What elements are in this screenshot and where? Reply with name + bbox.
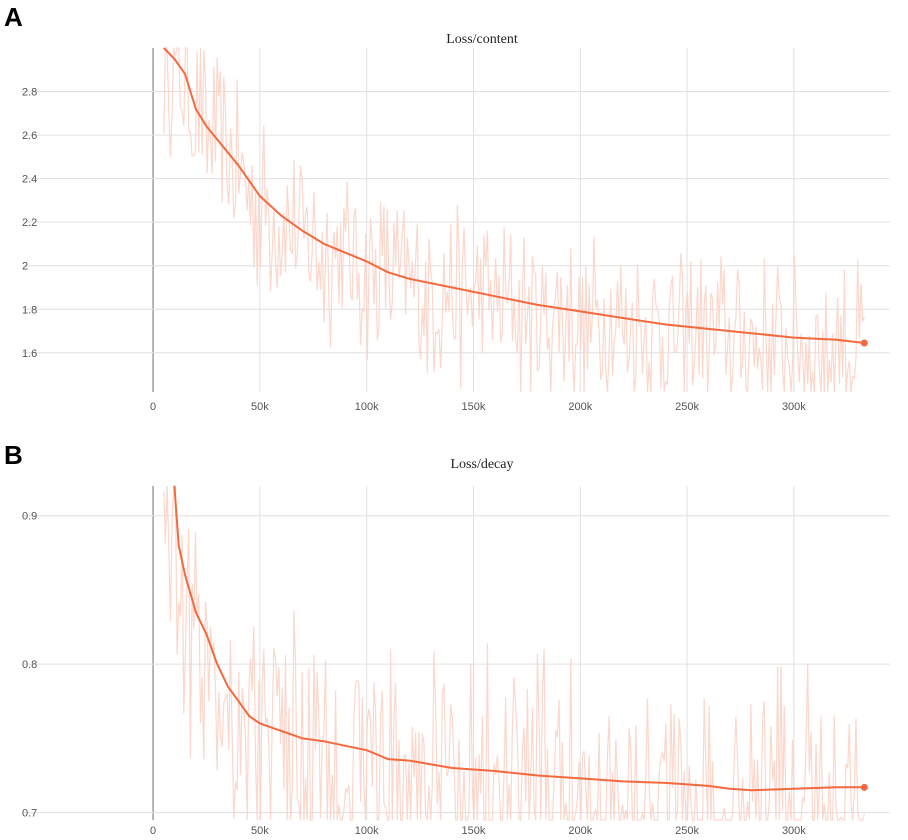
x-tick-label: 0: [150, 401, 156, 413]
y-tick-label: 1.6: [22, 348, 37, 360]
x-tick-label: 250k: [675, 401, 699, 413]
x-tick-label: 50k: [251, 825, 269, 837]
y-tick-label: 2.4: [22, 174, 37, 186]
x-tick-label: 250k: [675, 825, 699, 837]
raw-loss-series: [163, 47, 865, 393]
smoothed-loss-series: [173, 485, 865, 792]
chart-title-loss-content: Loss/content: [446, 32, 518, 47]
loss-decay-chart: 0 50k 100k 150k 200k 250k 300k 0.7 0.8 0.9: [22, 485, 890, 837]
x-tick-label: 200k: [568, 401, 592, 413]
x-tick-label: 50k: [251, 401, 269, 413]
x-tick-label: 100k: [355, 401, 379, 413]
y-tick-label: 2.8: [22, 87, 37, 99]
y-tick-label: 0.8: [22, 659, 37, 671]
last-point-marker: [860, 783, 868, 791]
raw-loss-series: [163, 485, 865, 822]
x-tick-label: 0: [150, 825, 156, 837]
x-tick-label: 300k: [782, 401, 806, 413]
x-tick-label: 300k: [782, 825, 806, 837]
x-tick-label: 200k: [568, 825, 592, 837]
y-tick-label: 0.9: [22, 511, 37, 523]
smoothed-loss-series: [163, 47, 865, 344]
y-tick-label: 2.6: [22, 130, 37, 142]
loss-content-chart: 0 50k 100k 150k 200k 250k 300k 1.6 1.8 2 2.2 2.4 2.6…: [22, 47, 890, 413]
chart-title-loss-decay: Loss/decay: [450, 457, 514, 472]
x-tick-label: 150k: [462, 825, 486, 837]
x-tick-label: 150k: [462, 401, 486, 413]
last-point-marker: [860, 339, 868, 347]
y-tick-label: 2.2: [22, 217, 37, 229]
x-tick-label: 100k: [355, 825, 379, 837]
y-tick-label: 0.7: [22, 808, 37, 820]
y-tick-label: 2: [22, 261, 28, 273]
panel-letter-b: B: [4, 440, 23, 470]
panel-letter-a: A: [4, 2, 23, 32]
y-tick-label: 1.8: [22, 304, 37, 316]
